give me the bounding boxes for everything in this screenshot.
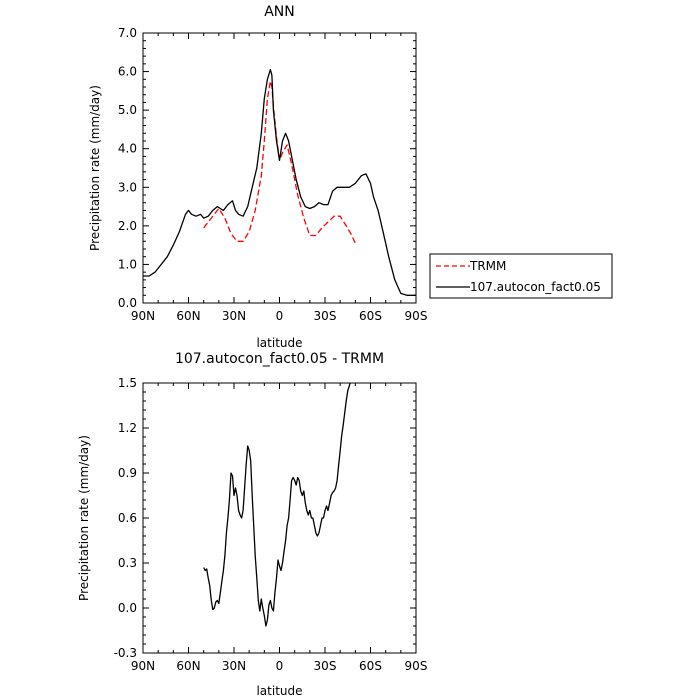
bottom-chart-title: 107.autocon_fact0.05 - TRMM	[175, 351, 384, 367]
bottom-y-tick-label: 1.2	[118, 421, 137, 435]
bottom-y-tick-label: 0.6	[118, 511, 137, 525]
bottom-axis-ticks: 90N 60N 30N 0 30S 60S 90S -0.3 0.0 0.3 0.6 0.9 1.2 1.…	[114, 376, 428, 673]
top-x-tick-label: 90S	[405, 309, 428, 323]
bottom-plot-frame	[142, 382, 417, 654]
top-y-tick-label: 1.0	[118, 257, 137, 271]
top-series-group	[143, 68, 416, 296]
bottom-x-tick-label: 90S	[405, 659, 428, 673]
top-x-tick-label: 90N	[131, 309, 155, 323]
bottom-series-group	[203, 383, 351, 627]
bottom-y-tick-label: 0.9	[118, 466, 137, 480]
top-plot-frame	[142, 32, 417, 304]
legend-label-trmm: TRMM	[469, 259, 506, 273]
top-x-tick-label: 0	[276, 309, 284, 323]
top-chart-title: ANN	[264, 4, 295, 20]
legend-label-model: 107.autocon_fact0.05	[470, 280, 601, 294]
top-y-tick-label: 2.0	[118, 219, 137, 233]
top-y-tick-label: 7.0	[118, 26, 137, 40]
bottom-y-axis-label: Precipitation rate (mm/day)	[77, 435, 91, 601]
bottom-y-tick-label: 1.5	[118, 376, 137, 390]
bottom-x-axis-label: latitude	[256, 684, 302, 698]
bottom-y-tick-label: 0.3	[118, 556, 137, 570]
top-panel: ANN 90N 60N 30N 0 30S 60S 90S 0.0 1.0 2.0 3.0 4.0 5.…	[88, 4, 427, 350]
bottom-series-line-0	[203, 383, 351, 627]
bottom-x-tick-label: 0	[276, 659, 284, 673]
bottom-y-tick-label: -0.3	[114, 646, 137, 660]
top-y-tick-label: 4.0	[118, 142, 137, 156]
bottom-x-tick-label: 60S	[359, 659, 382, 673]
top-x-axis-label: latitude	[256, 336, 302, 350]
top-y-tick-label: 3.0	[118, 180, 137, 194]
bottom-panel: 107.autocon_fact0.05 - TRMM 90N 60N 30N 0 30…	[77, 351, 427, 698]
top-x-tick-label: 60S	[359, 309, 382, 323]
legend-frame	[429, 253, 613, 299]
bottom-x-tick-label: 30S	[314, 659, 337, 673]
top-y-tick-label: 6.0	[118, 65, 137, 79]
bottom-x-tick-label: 60N	[176, 659, 200, 673]
top-y-axis-label: Precipitation rate (mm/day)	[88, 85, 102, 251]
top-series-line-1	[143, 68, 416, 296]
top-y-tick-label: 0.0	[118, 296, 137, 310]
bottom-x-tick-label: 30N	[222, 659, 246, 673]
top-y-tick-label: 5.0	[118, 103, 137, 117]
bottom-y-tick-label: 0.0	[118, 601, 137, 615]
legend: TRMM 107.autocon_fact0.05	[429, 253, 613, 299]
top-x-tick-label: 30S	[314, 309, 337, 323]
bottom-x-tick-label: 90N	[131, 659, 155, 673]
top-series-line-0	[203, 80, 356, 244]
top-x-tick-label: 60N	[176, 309, 200, 323]
top-axis-ticks: 90N 60N 30N 0 30S 60S 90S 0.0 1.0 2.0 3.0 4.0 5.0 6.0…	[118, 26, 428, 323]
top-x-tick-label: 30N	[222, 309, 246, 323]
